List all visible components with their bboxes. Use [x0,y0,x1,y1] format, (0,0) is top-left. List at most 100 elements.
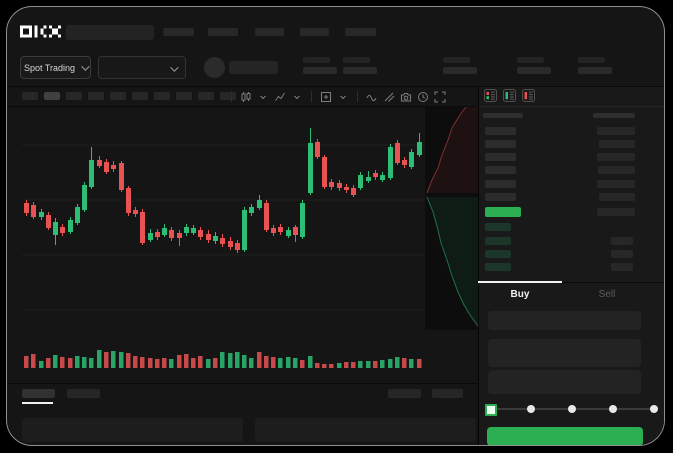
candle-style-icon[interactable] [240,91,252,103]
ask-row-amount-4[interactable] [597,180,635,188]
stat-value-skeleton-1 [343,67,377,74]
timeframe-button-5[interactable] [132,92,148,100]
trend-line-icon[interactable] [274,91,286,103]
bid-row-price-1[interactable] [485,237,511,245]
price-chart-canvas[interactable] [6,6,665,446]
caret-down-icon[interactable] [337,91,349,103]
ask-row-price-3[interactable] [485,166,516,174]
timeframe-button-9[interactable] [220,92,236,100]
stat-value-skeleton-0 [303,67,337,74]
book-bids-icon[interactable] [503,89,516,102]
ob-icons-divider [478,106,664,107]
ob-header-left-skeleton [483,113,523,118]
market-type-selector[interactable]: Spot Trading [20,56,91,79]
bottom-divider [8,383,478,384]
stat-label-skeleton-2 [443,57,470,63]
last-price-bar[interactable] [485,207,521,217]
slider-stop-2[interactable] [568,405,576,413]
order-field-skeleton-2[interactable] [488,370,641,394]
bottom-action-skeleton-0[interactable] [388,389,421,398]
pair-name-skeleton [229,61,278,74]
timeframe-button-8[interactable] [198,92,214,100]
bottom-tab-underline [22,402,53,404]
ask-row-amount-0[interactable] [597,127,635,135]
ask-row-price-2[interactable] [485,153,516,161]
bid-row-amount-1[interactable] [611,237,633,245]
bid-row-price-0[interactable] [485,223,511,231]
order-field-skeleton-0[interactable] [488,311,641,330]
timeframe-button-0[interactable] [22,92,38,100]
fullscreen-icon[interactable] [434,91,446,103]
bid-row-amount-2[interactable] [611,250,633,258]
candles [24,128,422,253]
bid-row-price-3[interactable] [485,263,511,271]
nav-item-skeleton-1[interactable] [208,28,238,36]
bottom-tab-skeleton-1[interactable] [67,389,100,398]
order-field-skeleton-1[interactable] [488,339,641,367]
chart-tools-row [228,90,446,103]
stat-label-skeleton-4 [578,57,605,63]
panel-vertical-divider [478,87,479,445]
bottom-action-skeleton-1[interactable] [432,389,463,398]
wave-icon[interactable] [366,91,378,103]
bid-row-price-2[interactable] [485,250,511,258]
tab-buy[interactable]: Buy [478,284,562,304]
market-type-label: Spot Trading [23,62,76,73]
okx-logo[interactable] [20,25,62,39]
timeframe-row [22,92,236,100]
ask-row-amount-3[interactable] [598,166,635,174]
ask-row-price-1[interactable] [485,140,516,148]
timeframe-button-4[interactable] [110,92,126,100]
tab-buy-label: Buy [510,288,530,300]
book-asks-icon[interactable] [522,89,535,102]
stat-value-skeleton-3 [517,67,551,74]
ask-row-amount-5[interactable] [599,193,635,201]
timeframe-button-6[interactable] [154,92,170,100]
coin-avatar[interactable] [204,57,225,78]
ask-row-price-4[interactable] [485,180,516,188]
nav-item-skeleton-0[interactable] [163,28,194,36]
last-price-amount-skeleton [597,208,635,216]
timeframe-button-3[interactable] [88,92,104,100]
nav-item-skeleton-2[interactable] [255,28,284,36]
camera-icon[interactable] [400,91,412,103]
ask-row-amount-2[interactable] [597,153,635,161]
ask-row-price-5[interactable] [485,193,516,201]
history-icon[interactable] [417,91,429,103]
caret-down-icon[interactable] [291,91,303,103]
stat-label-skeleton-0 [303,57,330,63]
tab-sell-label: Sell [598,288,616,300]
stat-value-skeleton-2 [443,67,477,74]
volume-bars [24,350,422,368]
toolbar-separator [357,91,358,102]
bid-row-amount-3[interactable] [611,263,633,271]
slider-stop-1[interactable] [527,405,535,413]
tab-sell[interactable]: Sell [562,284,652,304]
header-divider [8,86,664,87]
orderbook-view-toggles [484,89,535,102]
book-split-icon[interactable] [484,89,497,102]
pair-title-skeleton [66,25,154,40]
compare-icon[interactable] [383,91,395,103]
stat-label-skeleton-3 [517,57,544,63]
timeframe-button-1[interactable] [44,92,60,100]
bottom-panel-skeleton-0 [22,418,243,442]
timeframe-button-7[interactable] [176,92,192,100]
add-indicator-icon[interactable] [320,91,332,103]
slider-handle-active[interactable] [485,404,497,416]
ask-row-price-0[interactable] [485,127,516,135]
app-window: Spot Trading Buy Sell [6,6,665,446]
active-tab-underline [478,281,562,283]
stage: Spot Trading Buy Sell [6,6,665,446]
ask-row-amount-1[interactable] [599,140,635,148]
slider-stop-3[interactable] [609,405,617,413]
pair-dropdown[interactable] [98,56,186,79]
caret-down-icon[interactable] [257,91,269,103]
nav-item-skeleton-4[interactable] [345,28,376,36]
submit-order-button[interactable] [487,427,643,445]
price-grid [22,144,425,311]
bottom-tab-skeleton-0[interactable] [22,389,55,398]
timeframe-button-2[interactable] [66,92,82,100]
nav-item-skeleton-3[interactable] [300,28,329,36]
slider-stop-4[interactable] [650,405,658,413]
